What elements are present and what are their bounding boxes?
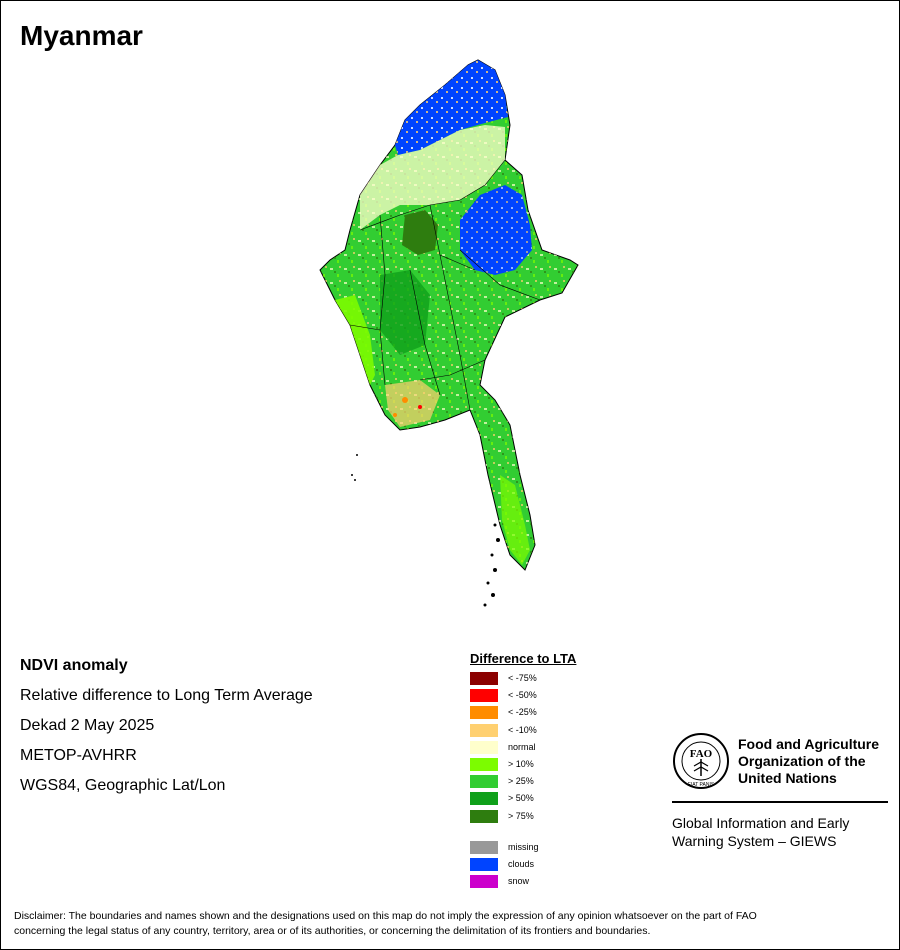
map-title: Myanmar [20, 20, 143, 51]
legend-swatch [470, 706, 498, 720]
legend-swatch [470, 809, 498, 823]
legend-label: < -25% [508, 707, 537, 718]
myanmar-map-svg [319, 59, 579, 607]
legend-item: normal [470, 739, 576, 756]
legend-swatch [470, 875, 498, 889]
fao-name-line-3: United Nations [738, 770, 837, 786]
legend-item: > 50% [470, 790, 576, 807]
fao-motto: FIAT PANIS [688, 782, 715, 788]
legend-label: > 50% [508, 793, 534, 804]
disclaimer-line-2: concerning the legal status of any count… [14, 925, 651, 937]
info-heading: NDVI anomaly [20, 657, 128, 674]
legend-label: snow [508, 876, 530, 887]
legend-label: missing [508, 841, 539, 852]
info-line-2: Dekad 2 May 2025 [20, 717, 155, 734]
fao-logo-icon: FAO FIAT PANIS [673, 733, 729, 789]
southern-islands [351, 454, 500, 607]
legend-swatch [470, 723, 498, 737]
legend-items: < -75% < -50% < -25% < -10% normal > 10%… [470, 670, 576, 890]
legend: Difference to LTA < -75% < -50% < -25% <… [470, 651, 576, 890]
legend-item-snow: snow [470, 873, 576, 890]
state-boundaries [349, 159, 541, 411]
disclaimer-line-1: Disclaimer: The boundaries and names sho… [14, 910, 757, 922]
legend-swatch [470, 792, 498, 806]
legend-item: > 75% [470, 808, 576, 825]
fao-name-line-2: Organization of the [738, 753, 866, 769]
legend-item: < -50% [470, 687, 576, 704]
legend-label: < -10% [508, 724, 537, 735]
legend-item: > 25% [470, 773, 576, 790]
fao-name-line-1: Food and Agriculture [738, 736, 880, 752]
legend-item: < -75% [470, 670, 576, 687]
legend-label: clouds [508, 858, 535, 869]
info-line-4: WGS84, Geographic Lat/Lon [20, 777, 226, 794]
legend-label: < -75% [508, 673, 537, 683]
legend-swatch [470, 857, 498, 871]
giews-line-2: Warning System – GIEWS [672, 833, 837, 849]
map-info: NDVI anomaly Relative difference to Long… [20, 656, 313, 806]
info-line-1: Relative difference to Long Term Average [20, 687, 313, 704]
ndvi-map [300, 55, 600, 615]
legend-label: > 25% [508, 776, 534, 787]
legend-label: > 75% [508, 810, 534, 821]
fao-divider [672, 801, 888, 803]
legend-item-clouds: clouds [470, 856, 576, 873]
legend-item-missing: missing [470, 839, 576, 856]
fao-logo-text: FAO [690, 748, 713, 760]
legend-swatch [470, 757, 498, 771]
giews-line-1: Global Information and Early [672, 815, 850, 831]
legend-swatch [470, 840, 498, 854]
normal-area-north [360, 125, 505, 230]
legend-label: < -50% [508, 690, 537, 701]
legend-item: < -25% [470, 704, 576, 721]
legend-swatch [470, 689, 498, 703]
legend-label: > 10% [508, 758, 534, 769]
giews-text: Global Information and Early Warning Sys… [672, 814, 892, 850]
legend-label: normal [508, 741, 536, 752]
legend-title: Difference to LTA [470, 651, 577, 666]
legend-swatch [470, 672, 498, 685]
info-line-3: METOP-AVHRR [20, 747, 137, 764]
disclaimer: Disclaimer: The boundaries and names sho… [14, 909, 894, 939]
delta-dry-area [385, 380, 440, 427]
legend-swatch [470, 775, 498, 789]
legend-swatch [470, 740, 498, 754]
legend-item: > 10% [470, 756, 576, 773]
legend-item: < -10% [470, 722, 576, 739]
fao-name: Food and Agriculture Organization of the… [738, 736, 879, 787]
high-anomaly-center [402, 210, 438, 255]
